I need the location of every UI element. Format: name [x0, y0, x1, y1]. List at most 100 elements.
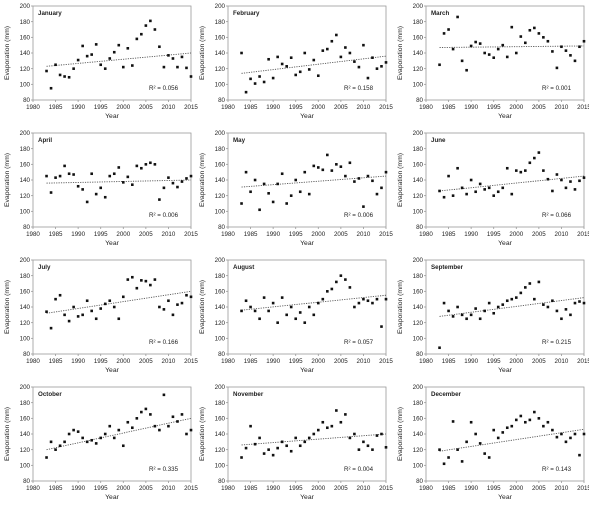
y-tick-label: 160	[215, 162, 226, 169]
x-tick-label: 2015	[577, 104, 589, 111]
data-point	[573, 59, 577, 63]
data-point	[289, 449, 293, 453]
y-tick-label: 80	[23, 224, 30, 231]
data-point	[447, 174, 450, 178]
y-tick-label: 120	[215, 320, 226, 327]
x-axis-label: Year	[105, 494, 119, 501]
data-point	[76, 58, 80, 62]
y-tick-label: 200	[215, 3, 226, 10]
y-tick-label: 180	[215, 273, 226, 280]
y-tick-label: 80	[416, 351, 423, 358]
data-point	[578, 179, 581, 183]
data-point	[262, 80, 266, 84]
x-tick-label: 2000	[116, 104, 130, 111]
r-squared-label: R² = 0.006	[149, 212, 179, 219]
data-point	[271, 200, 275, 204]
data-point	[99, 63, 103, 67]
data-point	[321, 168, 325, 172]
data-point	[339, 420, 343, 424]
trend-line	[46, 290, 192, 314]
data-point	[144, 163, 148, 166]
data-point	[303, 170, 307, 174]
y-tick-label: 120	[413, 320, 424, 327]
x-tick-label: 1995	[289, 485, 303, 492]
data-point	[121, 65, 125, 69]
y-tick-label: 80	[218, 224, 225, 231]
data-point	[344, 413, 347, 416]
data-point	[371, 448, 374, 451]
x-tick-label: 2015	[184, 485, 198, 492]
y-tick-label: 80	[23, 97, 30, 104]
data-point	[303, 321, 307, 324]
data-point	[298, 190, 302, 194]
data-point	[357, 301, 361, 305]
data-point	[117, 166, 121, 169]
data-point	[126, 175, 130, 179]
data-point	[487, 186, 491, 190]
chart-panel-july: 80 100 120 140 160 180 200 1980 1985 1990 1995 2000…	[4, 257, 198, 374]
data-point	[144, 24, 148, 27]
data-point	[176, 420, 179, 423]
data-point	[307, 68, 311, 71]
y-tick-label: 200	[20, 130, 31, 137]
data-point	[108, 299, 112, 303]
data-point	[90, 172, 93, 176]
y-tick-label: 200	[20, 3, 31, 10]
r-squared-label: R² = 0.166	[149, 339, 179, 346]
data-point	[144, 279, 148, 283]
data-point	[162, 308, 166, 311]
data-point	[108, 57, 112, 60]
data-point	[496, 190, 500, 194]
y-axis-label: Evaporation (mm)	[397, 26, 404, 80]
x-axis-label: Year	[498, 367, 512, 374]
data-point	[140, 279, 143, 282]
x-tick-label: 1995	[94, 104, 108, 111]
trend-line	[241, 433, 387, 446]
y-tick-label: 160	[215, 416, 226, 423]
data-point	[335, 163, 338, 166]
x-tick-label: 2015	[577, 485, 589, 492]
data-point	[244, 90, 248, 94]
data-point	[54, 176, 57, 179]
data-point	[321, 420, 325, 424]
data-point	[469, 44, 473, 48]
y-tick-label: 140	[215, 304, 226, 311]
trend-line	[439, 175, 585, 192]
data-point	[103, 67, 107, 70]
x-tick-label: 2005	[532, 358, 546, 365]
data-point	[560, 432, 563, 436]
data-point	[126, 420, 130, 424]
data-point	[555, 66, 559, 70]
data-point	[344, 174, 347, 178]
x-tick-label: 2000	[116, 358, 130, 365]
data-point	[442, 462, 446, 466]
data-point	[185, 293, 188, 297]
data-point	[180, 413, 184, 416]
y-tick-label: 120	[20, 66, 31, 73]
x-tick-label: 2000	[509, 231, 523, 238]
data-point	[135, 286, 139, 290]
data-point	[316, 301, 320, 305]
data-point	[469, 420, 473, 424]
data-point	[384, 297, 388, 301]
x-axis-label: Year	[300, 240, 314, 247]
x-axis-label: Year	[105, 113, 119, 120]
data-point	[330, 39, 334, 43]
x-tick-label: 1990	[464, 231, 478, 238]
data-point	[519, 35, 523, 38]
data-point	[578, 45, 581, 49]
data-point	[492, 428, 496, 432]
data-point	[514, 296, 518, 299]
data-point	[81, 313, 84, 317]
x-tick-label: 1985	[244, 485, 258, 492]
x-tick-label: 2005	[334, 485, 348, 492]
data-point	[298, 311, 302, 314]
data-point	[380, 325, 383, 328]
data-point	[90, 53, 93, 56]
x-tick-label: 1980	[26, 358, 40, 365]
data-point	[149, 413, 152, 416]
y-tick-label: 180	[413, 400, 424, 407]
data-point	[316, 428, 320, 432]
data-point	[438, 448, 441, 451]
data-point	[451, 194, 455, 197]
